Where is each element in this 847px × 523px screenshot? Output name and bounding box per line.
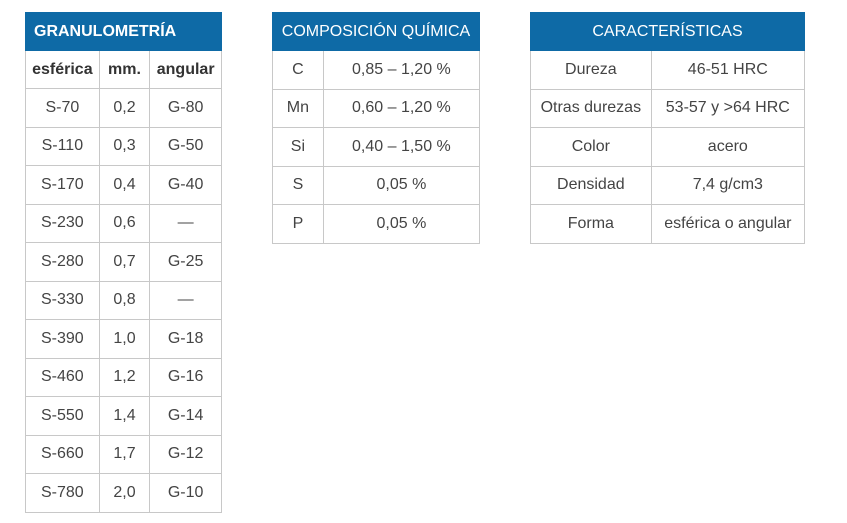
table-row: C 0,85 – 1,20 % (272, 50, 481, 90)
caracteristicas-title: CARACTERÍSTICAS (530, 12, 805, 51)
table-cell: G-16 (149, 357, 222, 397)
table-cell: S-550 (25, 396, 100, 436)
table-row: Densidad 7,4 g/cm3 (530, 165, 806, 205)
table-row: Dureza 46-51 HRC (530, 50, 806, 90)
table-cell: G-40 (149, 165, 222, 205)
table-cell: 0,7 (98, 242, 151, 282)
table-row: Otras durezas 53-57 y >64 HRC (530, 88, 806, 128)
table-cell: S-170 (25, 165, 100, 205)
table-cell: S-330 (25, 280, 100, 320)
property-cell: Densidad (530, 165, 652, 205)
composicion-quimica-table: COMPOSICIÓN QUÍMICA C 0,85 – 1,20 % Mn 0,6… (272, 12, 481, 244)
table-row: Mn 0,60 – 1,20 % (272, 88, 481, 128)
value-cell: 53-57 y >64 HRC (650, 88, 806, 128)
table-cell: 1,0 (98, 319, 151, 359)
granulometria-title: GRANULOMETRÍA (25, 12, 222, 51)
percentage-cell: 0,05 % (322, 204, 481, 244)
granulometria-table: GRANULOMETRÍA esférica mm. angular S-70 0… (25, 12, 222, 513)
table-row: S-780 2,0 G-10 (25, 473, 222, 513)
column-header: esférica (25, 50, 100, 89)
table-cell: G-18 (149, 319, 222, 359)
property-cell: Color (530, 127, 652, 167)
table-cell: 0,2 (98, 88, 151, 128)
table-cell: — (149, 280, 222, 320)
table-cell: G-12 (149, 434, 222, 474)
table-cell: G-14 (149, 396, 222, 436)
table-cell: 0,8 (98, 280, 151, 320)
table-cell: G-25 (149, 242, 222, 282)
table-cell: S-230 (25, 203, 100, 243)
table-cell: 0,6 (98, 203, 151, 243)
table-cell: G-80 (149, 88, 222, 128)
column-header: mm. (98, 50, 151, 89)
table-row: Si 0,40 – 1,50 % (272, 127, 481, 167)
element-cell: S (272, 165, 324, 205)
granulometria-column-headers: esférica mm. angular (25, 50, 222, 89)
table-row: S-70 0,2 G-80 (25, 88, 222, 128)
table-cell: 1,7 (98, 434, 151, 474)
table-row: S-170 0,4 G-40 (25, 165, 222, 205)
table-row: P 0,05 % (272, 204, 481, 244)
table-cell: 1,4 (98, 396, 151, 436)
property-cell: Forma (530, 204, 652, 244)
property-cell: Otras durezas (530, 88, 652, 128)
percentage-cell: 0,85 – 1,20 % (322, 50, 481, 90)
percentage-cell: 0,40 – 1,50 % (322, 127, 481, 167)
element-cell: Mn (272, 88, 324, 128)
table-row: S-660 1,7 G-12 (25, 434, 222, 474)
element-cell: P (272, 204, 324, 244)
table-cell: S-780 (25, 473, 100, 513)
table-cell: S-460 (25, 357, 100, 397)
table-cell: G-10 (149, 473, 222, 513)
table-cell: G-50 (149, 126, 222, 166)
table-row: S-230 0,6— (25, 203, 222, 243)
table-cell: — (149, 203, 222, 243)
table-cell: S-70 (25, 88, 100, 128)
table-row: Color acero (530, 127, 806, 167)
table-cell: 0,4 (98, 165, 151, 205)
table-cell: S-660 (25, 434, 100, 474)
table-row: S-110 0,3 G-50 (25, 126, 222, 166)
table-row: S-330 0,8— (25, 280, 222, 320)
table-row: S 0,05 % (272, 165, 481, 205)
table-row: S-460 1,2 G-16 (25, 357, 222, 397)
value-cell: 7,4 g/cm3 (650, 165, 806, 205)
value-cell: acero (650, 127, 806, 167)
table-cell: S-110 (25, 126, 100, 166)
table-cell: S-280 (25, 242, 100, 282)
table-cell: 1,2 (98, 357, 151, 397)
column-header: angular (149, 50, 222, 89)
table-cell: S-390 (25, 319, 100, 359)
value-cell: esférica o angular (650, 204, 806, 244)
property-cell: Dureza (530, 50, 652, 90)
percentage-cell: 0,60 – 1,20 % (322, 88, 481, 128)
table-row: S-550 1,4 G-14 (25, 396, 222, 436)
caracteristicas-table: CARACTERÍSTICAS Dureza 46-51 HRC Otras du… (530, 12, 806, 244)
percentage-cell: 0,05 % (322, 165, 481, 205)
value-cell: 46-51 HRC (650, 50, 806, 90)
composicion-quimica-title: COMPOSICIÓN QUÍMICA (272, 12, 480, 51)
table-cell: 2,0 (98, 473, 151, 513)
table-row: Forma esférica o angular (530, 204, 806, 244)
table-row: S-280 0,7 G-25 (25, 242, 222, 282)
element-cell: Si (272, 127, 324, 167)
table-row: S-390 1,0 G-18 (25, 319, 222, 359)
table-cell: 0,3 (98, 126, 151, 166)
element-cell: C (272, 50, 324, 90)
